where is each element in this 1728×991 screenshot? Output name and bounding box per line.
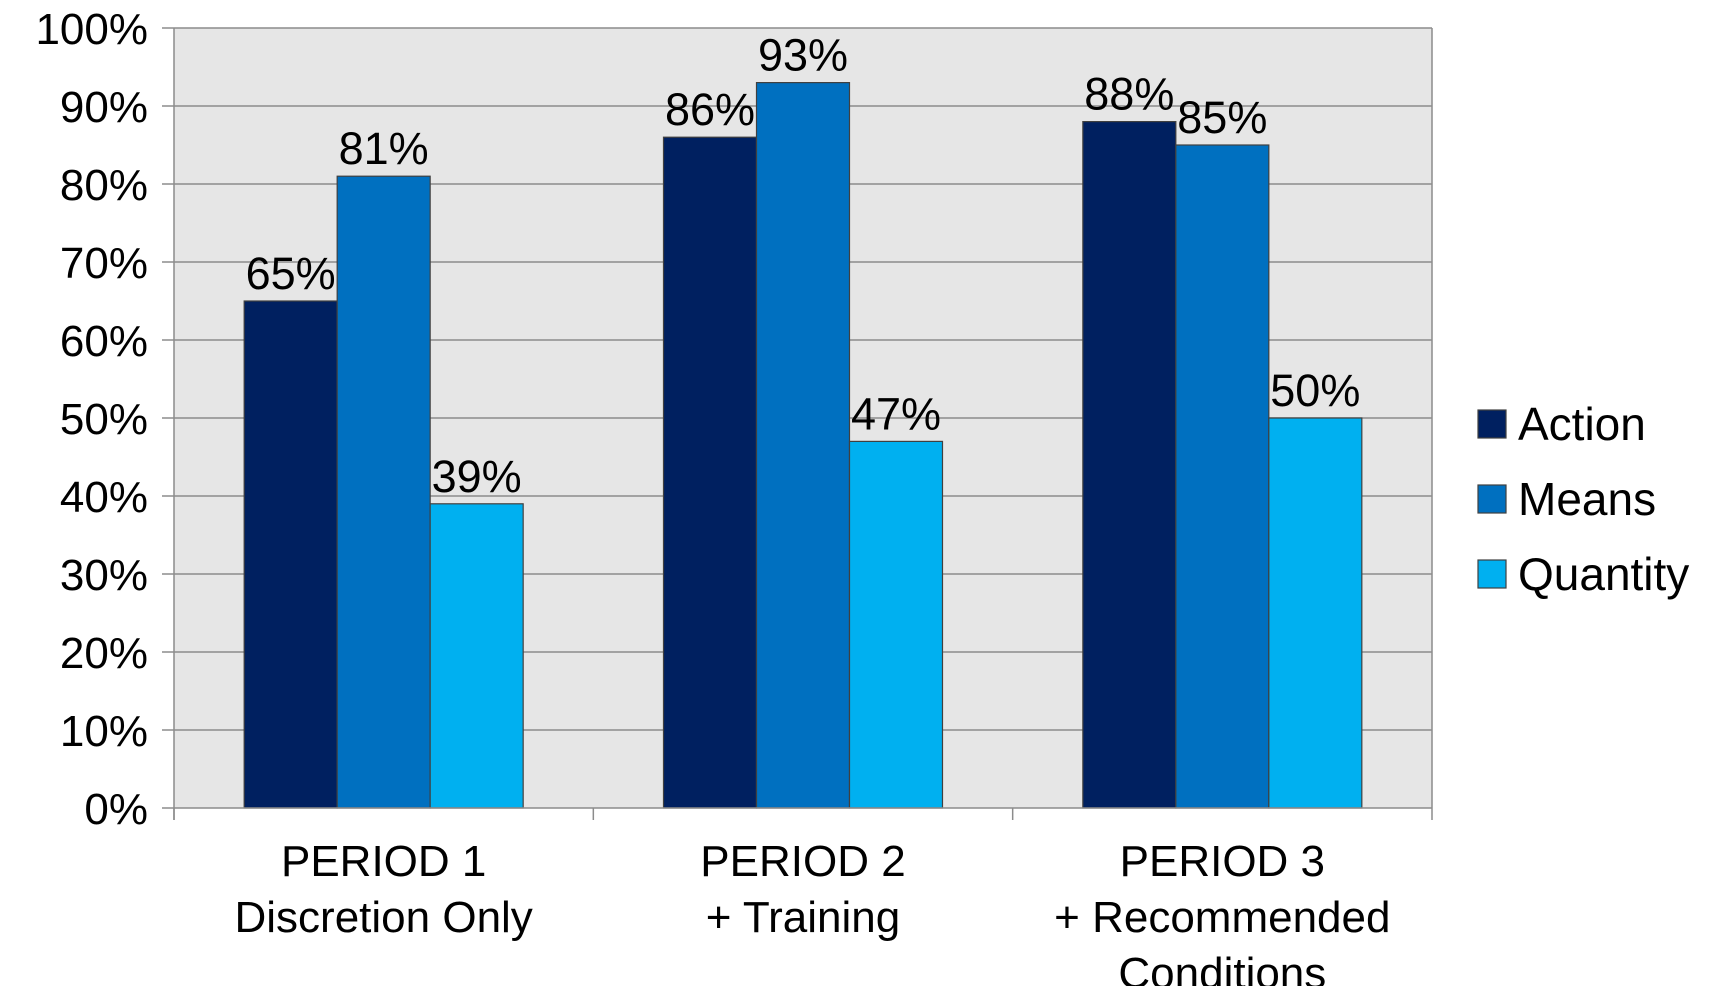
- data-label-action-3: 88%: [1084, 69, 1174, 120]
- data-label-quantity-2: 47%: [851, 388, 941, 439]
- x-tick-label-2-line-2: + Training: [706, 893, 900, 942]
- bar-means-3: [1175, 144, 1270, 809]
- legend-label-quantity: Quantity: [1518, 548, 1689, 600]
- x-tick-label-3-line-1: PERIOD 3: [1120, 837, 1325, 886]
- data-labels: 65% 86% 88% 81% 93% 85% 39% 47% 50%: [246, 30, 1361, 502]
- y-tick-label: 100%: [35, 5, 148, 54]
- legend-label-action: Action: [1518, 398, 1646, 450]
- y-tick-label: 10%: [60, 707, 148, 756]
- y-tick-label: 70%: [60, 239, 148, 288]
- data-label-means-1: 81%: [339, 123, 429, 174]
- y-tick-label: 40%: [60, 473, 148, 522]
- bars: [243, 81, 1363, 809]
- y-tick-label: 0%: [84, 785, 148, 834]
- x-tick-label-1-line-2: Discretion Only: [235, 893, 533, 942]
- x-tick-label-1-line-1: PERIOD 1: [281, 837, 486, 886]
- bar-action-2: [662, 136, 758, 809]
- y-tick-label: 20%: [60, 629, 148, 678]
- axes: [173, 28, 1433, 820]
- bar-action-3: [1082, 120, 1177, 809]
- data-label-action-2: 86%: [665, 84, 755, 135]
- legend: Action Means Quantity: [1477, 398, 1689, 600]
- x-tick-label-3-line-3: Conditions: [1118, 949, 1326, 986]
- legend-swatch-means: [1477, 484, 1507, 514]
- y-tick-label: 80%: [60, 161, 148, 210]
- bar-quantity-3: [1268, 417, 1363, 809]
- data-label-means-2: 93%: [758, 30, 848, 81]
- y-tick-label: 60%: [60, 317, 148, 366]
- y-tick-label: 50%: [60, 395, 148, 444]
- bar-means-1: [336, 175, 431, 809]
- x-axis-ticks: PERIOD 1 Discretion Only PERIOD 2 + Trainin…: [173, 808, 1433, 991]
- legend-label-means: Means: [1518, 473, 1656, 525]
- legend-swatch-action: [1477, 409, 1507, 439]
- y-tick-label: 90%: [60, 83, 148, 132]
- bar-action-1: [243, 300, 338, 809]
- bar-means-2: [755, 81, 851, 809]
- bar-quantity-1: [429, 503, 524, 809]
- data-label-action-1: 65%: [246, 248, 336, 299]
- data-label-means-3: 85%: [1177, 92, 1267, 143]
- y-axis-ticks: 0% 10% 20% 30% 40% 50% 60% 70% 80% 90% 100%: [35, 5, 174, 834]
- legend-swatch-quantity: [1477, 559, 1507, 589]
- bar-quantity-2: [848, 440, 944, 809]
- data-label-quantity-1: 39%: [432, 451, 522, 502]
- y-tick-label: 30%: [60, 551, 148, 600]
- x-tick-label-2-line-1: PERIOD 2: [700, 837, 905, 886]
- x-tick-label-3-line-2: + Recommended: [1054, 893, 1390, 942]
- data-label-quantity-3: 50%: [1270, 365, 1360, 416]
